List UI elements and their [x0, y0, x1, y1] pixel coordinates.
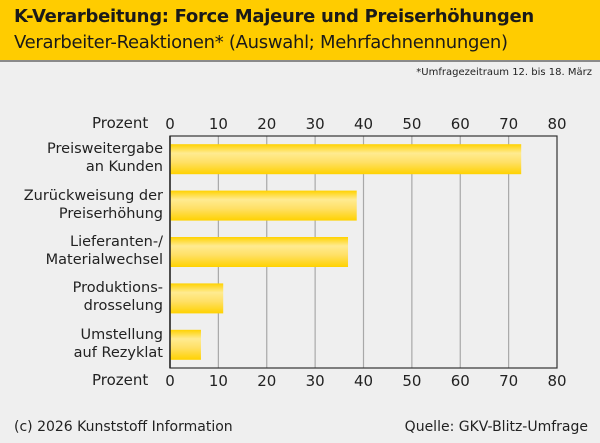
- category-label-line: drosselung: [83, 298, 163, 315]
- bar-3: [170, 283, 224, 314]
- category-label-line: Zurückweisung der: [23, 187, 163, 204]
- tick-label-top: 50: [402, 115, 421, 133]
- tick-label-bottom: 60: [451, 372, 470, 390]
- category-label: Umstellung auf Rezyklat: [74, 326, 163, 362]
- category-label-line: Lieferanten-/: [69, 234, 163, 250]
- tick-label-top: 60: [451, 115, 470, 133]
- bar-1: [170, 190, 357, 221]
- category-label: Lieferanten-/ Materialwechsel: [46, 233, 163, 269]
- category-label-line: Produktions-: [72, 280, 163, 297]
- tick-label-bottom: 20: [257, 372, 276, 390]
- category-label: Preisweitergabe an Kunden: [47, 140, 163, 176]
- source: Quelle: GKV-Blitz-Umfrage: [404, 419, 588, 435]
- category-label-line: an Kunden: [85, 159, 163, 176]
- category-label: Zurückweisung der Preiserhöhung: [24, 187, 163, 223]
- tick-label-bottom: 0: [165, 372, 175, 390]
- category-label: Produktions-drosselung: [73, 279, 163, 315]
- survey-note: *Umfragezeitraum 12. bis 18. März: [416, 67, 592, 78]
- tick-label-top: 0: [165, 115, 175, 133]
- category-label-line: Preiserhöhung: [58, 205, 163, 222]
- tick-label-top: 10: [209, 115, 228, 133]
- header-bar: K-Verarbeitung: Force Majeure und Preise…: [0, 0, 600, 62]
- tick-label-top: 40: [354, 115, 373, 133]
- tick-label-bottom: 50: [402, 372, 421, 390]
- chart-title: K-Verarbeitung: Force Majeure und Preise…: [14, 6, 534, 27]
- x-axis-label-bottom: Prozent: [92, 371, 149, 389]
- category-label-line: Preisweitergabe: [47, 141, 163, 158]
- chart-subtitle: Verarbeiter-Reaktionen* (Auswahl; Mehrfa…: [14, 32, 508, 53]
- bar-2: [170, 237, 349, 267]
- tick-label-top: 70: [499, 115, 518, 133]
- tick-label-bottom: 30: [306, 372, 325, 390]
- bar-0: [170, 144, 522, 175]
- category-label-line: auf Rezyklat: [73, 344, 163, 361]
- tick-label-bottom: 80: [547, 372, 566, 390]
- copyright: (c) 2026 Kunststoff Information: [14, 419, 233, 435]
- category-label-line: Materialwechsel: [45, 252, 163, 268]
- tick-label-bottom: 70: [499, 372, 518, 390]
- category-label-line: Umstellung: [80, 326, 163, 343]
- bar-4: [170, 329, 201, 360]
- x-axis-label-top: Prozent: [92, 114, 149, 132]
- tick-label-top: 30: [306, 115, 325, 133]
- tick-label-bottom: 40: [354, 372, 373, 390]
- tick-label-top: 20: [257, 115, 276, 133]
- tick-label-top: 80: [547, 115, 566, 133]
- tick-label-bottom: 10: [209, 372, 228, 390]
